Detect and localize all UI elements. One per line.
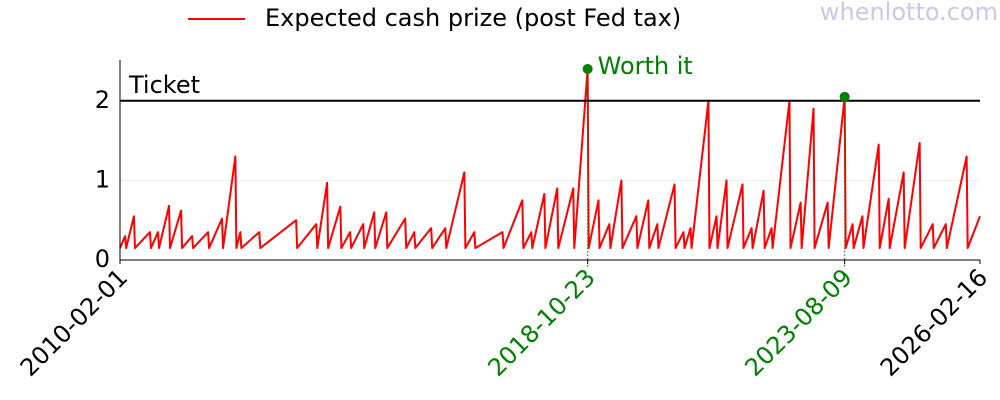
x-tick-label: 2026-02-16 [875, 263, 993, 381]
ticket-label: Ticket [128, 71, 200, 99]
x-tick-label: 2010-02-01 [15, 263, 133, 381]
legend-label: Expected cash prize (post Fed tax) [265, 4, 681, 32]
y-tick-label: 1 [95, 165, 110, 193]
highlight-dot [839, 91, 850, 102]
y-tick-label: 2 [95, 86, 110, 114]
highlight-label: Worth it [598, 52, 693, 80]
x-tick-label: 2023-08-09 [739, 263, 857, 381]
highlight-dot [582, 63, 593, 74]
watermark: whenlotto.com [820, 0, 998, 26]
y-tick-label: 0 [95, 245, 110, 273]
series-line [119, 67, 981, 250]
x-tick-label: 2018-10-23 [482, 263, 600, 381]
